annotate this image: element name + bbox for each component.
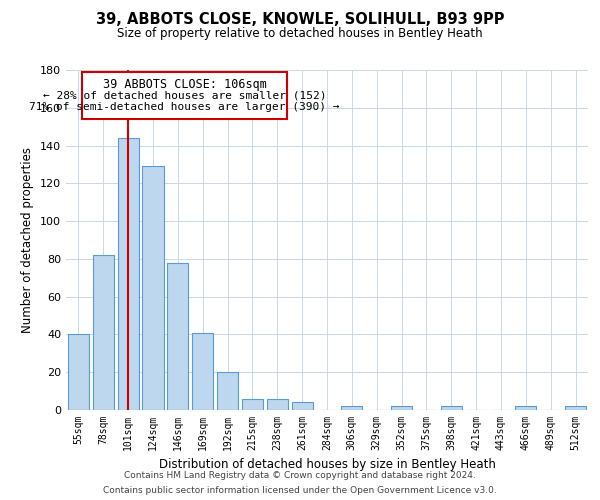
Bar xyxy=(242,398,263,410)
Text: Size of property relative to detached houses in Bentley Heath: Size of property relative to detached ho… xyxy=(117,28,483,40)
Bar xyxy=(267,398,288,410)
Bar xyxy=(441,406,462,410)
Bar xyxy=(192,332,213,410)
Bar xyxy=(341,406,362,410)
Bar xyxy=(292,402,313,410)
Text: 71% of semi-detached houses are larger (390) →: 71% of semi-detached houses are larger (… xyxy=(29,102,340,112)
Text: Contains public sector information licensed under the Open Government Licence v3: Contains public sector information licen… xyxy=(103,486,497,495)
Bar xyxy=(68,334,89,410)
Text: 39, ABBOTS CLOSE, KNOWLE, SOLIHULL, B93 9PP: 39, ABBOTS CLOSE, KNOWLE, SOLIHULL, B93 … xyxy=(96,12,504,28)
Text: Contains HM Land Registry data © Crown copyright and database right 2024.: Contains HM Land Registry data © Crown c… xyxy=(124,471,476,480)
Bar xyxy=(217,372,238,410)
FancyBboxPatch shape xyxy=(82,72,287,119)
Bar xyxy=(565,406,586,410)
Bar xyxy=(391,406,412,410)
Y-axis label: Number of detached properties: Number of detached properties xyxy=(22,147,34,333)
Text: 39 ABBOTS CLOSE: 106sqm: 39 ABBOTS CLOSE: 106sqm xyxy=(103,78,266,92)
Bar xyxy=(118,138,139,410)
X-axis label: Distribution of detached houses by size in Bentley Heath: Distribution of detached houses by size … xyxy=(158,458,496,471)
Bar xyxy=(515,406,536,410)
Text: ← 28% of detached houses are smaller (152): ← 28% of detached houses are smaller (15… xyxy=(43,91,326,101)
Bar xyxy=(93,255,114,410)
Bar xyxy=(167,262,188,410)
Bar xyxy=(142,166,164,410)
